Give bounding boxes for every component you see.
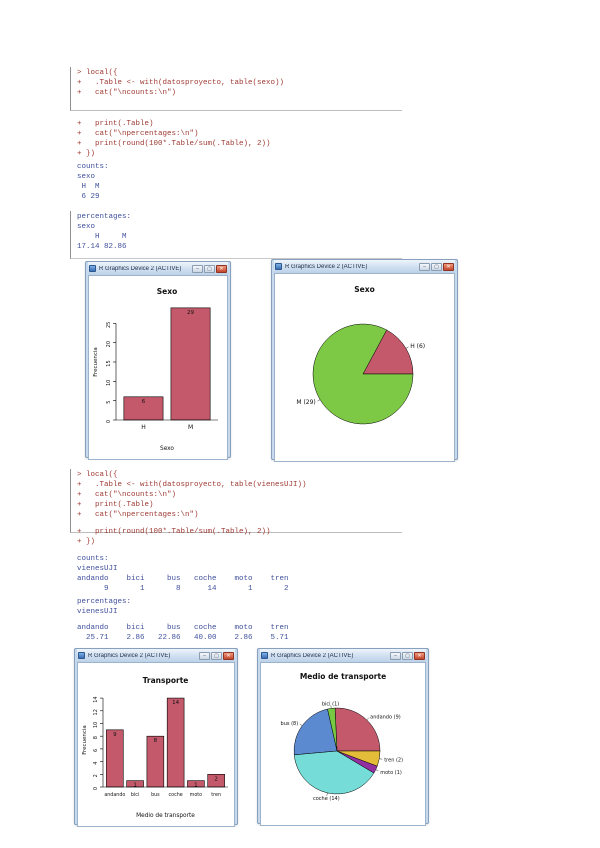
svg-text:20: 20 xyxy=(106,341,112,347)
svg-text:4: 4 xyxy=(93,762,99,765)
svg-text:coche (14): coche (14) xyxy=(313,796,340,802)
svg-text:6: 6 xyxy=(142,399,146,405)
svg-text:M (29): M (29) xyxy=(296,399,315,406)
window-content: Sexo H (6) M (29) xyxy=(274,273,455,462)
r-output-percentages-sexo: percentages: sexo H M 17.14 82.86 xyxy=(70,211,402,259)
transporte-bar-chart: Transporte024681012149andando1bici8bus14… xyxy=(82,676,228,819)
close-button[interactable]: ✕ xyxy=(443,262,454,271)
svg-text:coche: coche xyxy=(169,792,183,798)
svg-text:29: 29 xyxy=(187,310,194,316)
svg-text:andando: andando xyxy=(104,792,125,798)
svg-text:moto (1): moto (1) xyxy=(380,770,402,776)
maximize-button[interactable]: ▢ xyxy=(431,262,442,271)
svg-text:Frecuencia: Frecuencia xyxy=(82,725,88,755)
r-graphics-app-icon xyxy=(78,652,85,659)
svg-text:12: 12 xyxy=(93,709,99,715)
maximize-button[interactable]: ▢ xyxy=(204,264,215,273)
svg-text:1: 1 xyxy=(133,783,137,789)
window-title: R Graphics Device 2 (ACTIVE) xyxy=(285,263,368,270)
svg-text:2: 2 xyxy=(214,776,218,782)
window-titlebar[interactable]: R Graphics Device 2 (ACTIVE) – ▢ ✕ xyxy=(274,260,455,273)
svg-text:tren: tren xyxy=(211,792,221,798)
sexo-pie-chart: Sexo H (6) M (29) xyxy=(296,285,425,425)
svg-text:6: 6 xyxy=(93,749,99,752)
sexo-bar-chart: Sexo 0 5 10 15 20 25 6 H 29 M Sexo Frecuencia xyxy=(93,287,218,452)
r-output-percentages-table: andando bici bus coche moto tren 25.71 2… xyxy=(77,624,294,642)
svg-text:Transporte: Transporte xyxy=(143,676,189,685)
svg-text:2: 2 xyxy=(93,774,99,777)
svg-text:10: 10 xyxy=(93,722,99,728)
window-content: Medio de transporte andando (9) bici (1) bu… xyxy=(260,662,426,826)
transporte-pie-chart: Medio de transporte andando (9) bici (1) bu… xyxy=(281,672,404,802)
svg-text:bici: bici xyxy=(131,792,139,798)
close-button[interactable]: ✕ xyxy=(414,651,425,660)
r-code-block-1-rest: + print(.Table) + cat("\npercentages:\n")… xyxy=(77,120,271,158)
window-titlebar[interactable]: R Graphics Device 2 (ACTIVE) – ▢ ✕ xyxy=(260,649,426,662)
window-title: R Graphics Device 2 (ACTIVE) xyxy=(88,652,171,659)
svg-text:25: 25 xyxy=(106,322,112,328)
svg-text:Frecuencia: Frecuencia xyxy=(93,347,99,377)
svg-text:0: 0 xyxy=(93,787,99,790)
svg-text:8: 8 xyxy=(154,738,158,744)
svg-text:15: 15 xyxy=(106,360,112,366)
svg-text:5: 5 xyxy=(106,401,112,404)
svg-text:8: 8 xyxy=(93,736,99,739)
window-content: Sexo 0 5 10 15 20 25 6 H 29 M Sexo Frecuencia xyxy=(88,275,228,460)
svg-text:andando (9): andando (9) xyxy=(370,714,401,720)
svg-text:14: 14 xyxy=(93,696,99,702)
window-titlebar[interactable]: R Graphics Device 2 (ACTIVE) – ▢ ✕ xyxy=(88,262,228,275)
svg-text:Sexo: Sexo xyxy=(160,446,174,452)
svg-text:bus (8): bus (8) xyxy=(281,721,299,727)
svg-text:bus: bus xyxy=(151,792,160,798)
maximize-button[interactable]: ▢ xyxy=(211,651,222,660)
svg-text:moto: moto xyxy=(190,792,202,798)
r-graphics-app-icon xyxy=(261,652,268,659)
r-output-percentages-header: percentages: vienesUJI xyxy=(77,598,132,616)
svg-text:H: H xyxy=(141,424,146,431)
window-title: R Graphics Device 2 (ACTIVE) xyxy=(271,652,354,659)
svg-text:bici (1): bici (1) xyxy=(322,701,339,707)
r-code-block-2-boxed: > local({+ .Table <- with(datosproyecto,… xyxy=(70,469,402,533)
minimize-button[interactable]: – xyxy=(192,264,203,273)
graphics-window-transporte-bar: R Graphics Device 2 (ACTIVE) – ▢ ✕ Trans… xyxy=(74,648,238,827)
graphics-window-sexo-pie: R Graphics Device 2 (ACTIVE) – ▢ ✕ Sexo H… xyxy=(271,259,458,462)
window-titlebar[interactable]: R Graphics Device 2 (ACTIVE) – ▢ ✕ xyxy=(77,649,235,662)
svg-text:10: 10 xyxy=(106,380,112,386)
close-button[interactable]: ✕ xyxy=(216,264,227,273)
svg-text:Sexo: Sexo xyxy=(354,285,374,294)
r-output-counts-sexo: counts: sexo H M 6 29 xyxy=(77,163,109,201)
r-code-block-1-boxed: > local({+ .Table <- with(datosproyecto,… xyxy=(70,67,402,111)
r-graphics-app-icon xyxy=(275,263,282,270)
close-button[interactable]: ✕ xyxy=(223,651,234,660)
r-graphics-app-icon xyxy=(89,265,96,272)
r-output-counts-vienesuji: counts: vienesUJI andando bici bus coche m… xyxy=(77,555,294,593)
minimize-button[interactable]: – xyxy=(199,651,210,660)
svg-text:14: 14 xyxy=(172,700,179,706)
window-title: R Graphics Device 2 (ACTIVE) xyxy=(99,265,182,272)
window-content: Transporte 0 2 4 6 8 10 12 14 9 andando 1 bici 8 bus 14… xyxy=(77,662,235,827)
svg-text:0: 0 xyxy=(106,420,112,423)
svg-text:tren (2): tren (2) xyxy=(384,758,403,764)
svg-text:Medio de transporte: Medio de transporte xyxy=(136,813,195,819)
graphics-window-sexo-bar: R Graphics Device 2 (ACTIVE) – ▢ ✕ Sexo 0… xyxy=(85,261,231,460)
svg-text:1: 1 xyxy=(194,783,198,789)
minimize-button[interactable]: – xyxy=(390,651,401,660)
svg-text:Sexo: Sexo xyxy=(157,287,177,296)
svg-text:Medio de transporte: Medio de transporte xyxy=(300,672,386,681)
svg-text:M: M xyxy=(188,424,193,431)
svg-text:H (6): H (6) xyxy=(410,343,425,350)
minimize-button[interactable]: – xyxy=(419,262,430,271)
maximize-button[interactable]: ▢ xyxy=(402,651,413,660)
svg-text:9: 9 xyxy=(113,732,117,738)
r-code-block-2-rest: + print(round(100*.Table/sum(.Table), 2)… xyxy=(77,528,271,546)
graphics-window-transporte-pie: R Graphics Device 2 (ACTIVE) – ▢ ✕ Medio… xyxy=(257,648,429,826)
